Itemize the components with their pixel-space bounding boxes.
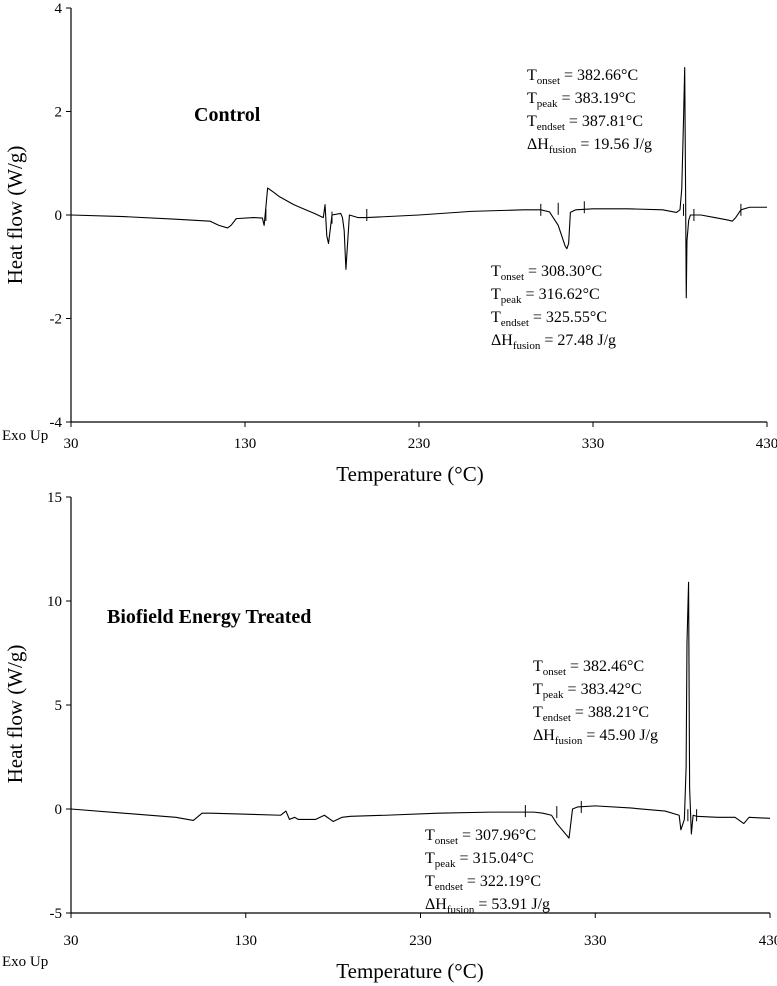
- y-axis-title: Heat flow (W/g): [3, 645, 27, 784]
- y-tick-label: 15: [47, 490, 62, 506]
- annotation-subscript: fusion: [549, 144, 577, 156]
- annotation-subscript: onset: [501, 271, 524, 283]
- y-axis-title: Heat flow (W/g): [3, 146, 27, 285]
- annotation-subscript: onset: [543, 666, 566, 678]
- chart-panel-2: 15 10 5 0 -530 130 230 330 430 Temperature (°C) He…: [2, 490, 777, 983]
- annotation-symbol: T: [533, 681, 543, 698]
- annotation-value: = 45.90 J/g: [582, 727, 658, 744]
- annotation-value: = 308.30°C: [524, 263, 602, 280]
- annotation-value: = 382.46°C: [566, 658, 644, 675]
- x-axis-title: Temperature (°C): [336, 959, 483, 983]
- panel-title: Biofield Energy Treated: [107, 606, 311, 628]
- y-tick-label: 2: [55, 105, 63, 121]
- y-tick-label: 0: [55, 802, 63, 818]
- y-tick-label: -2: [50, 312, 63, 328]
- annotation-value: = 19.56 J/g: [576, 136, 652, 153]
- annotation-symbol: ΔH: [533, 727, 555, 744]
- x-axis-title: Temperature (°C): [336, 462, 483, 486]
- annotation-line: Tonset = 382.66°C: [527, 67, 638, 87]
- annotation-subscript: fusion: [447, 904, 475, 916]
- x-tick-label: 130: [235, 933, 258, 949]
- annotation-symbol: T: [491, 309, 501, 326]
- x-tick-label: 330: [584, 933, 607, 949]
- annotation-symbol: T: [527, 113, 537, 130]
- annotation-symbol: ΔH: [491, 332, 513, 349]
- x-tick-label: 130: [234, 436, 257, 452]
- annotation-value: = 316.62°C: [522, 286, 600, 303]
- annotation-line: Tonset = 307.96°C: [425, 827, 536, 847]
- annotation-symbol: T: [425, 827, 435, 844]
- annotation-symbol: ΔH: [425, 896, 447, 913]
- annotation-subscript: peak: [537, 98, 558, 110]
- annotation-subscript: peak: [543, 689, 564, 701]
- y-tick-label: 10: [47, 594, 62, 610]
- x-tick-label: 230: [409, 933, 432, 949]
- annotation-value: = 383.42°C: [564, 681, 642, 698]
- annotation-symbol: T: [527, 67, 537, 84]
- annotation-subscript: fusion: [513, 340, 541, 352]
- annotation-value: = 387.81°C: [565, 113, 643, 130]
- annotation-value: = 315.04°C: [456, 850, 534, 867]
- annotation-line: Tpeak = 383.42°C: [533, 681, 642, 701]
- exo-up-label: Exo Up: [2, 428, 48, 444]
- annotation-subscript: peak: [501, 294, 522, 306]
- annotation-line: ΔHfusion = 45.90 J/g: [533, 727, 658, 747]
- annotation-symbol: T: [491, 286, 501, 303]
- annotation-line: Tonset = 382.46°C: [533, 658, 644, 678]
- exo-up-label: Exo Up: [2, 954, 48, 970]
- annotation-line: Tendset = 387.81°C: [527, 113, 643, 133]
- annotation-line: Tpeak = 316.62°C: [491, 286, 600, 306]
- y-tick-label: 0: [55, 208, 63, 224]
- annotation-line: Tendset = 322.19°C: [425, 873, 541, 893]
- annotation-value: = 307.96°C: [458, 827, 536, 844]
- annotation-subscript: peak: [435, 858, 456, 870]
- annotation-value: = 322.19°C: [463, 873, 541, 890]
- annotation-line: Tendset = 325.55°C: [491, 309, 607, 329]
- panel-title: Control: [194, 104, 261, 126]
- annotation-value: = 27.48 J/g: [540, 332, 616, 349]
- x-tick-label: 430: [756, 436, 777, 452]
- annotation-value: = 53.91 J/g: [474, 896, 550, 913]
- annotation-subscript: endset: [537, 121, 565, 133]
- heat-flow-series-line: [70, 581, 771, 839]
- annotation-symbol: T: [425, 873, 435, 890]
- y-tick-label: -5: [50, 906, 63, 922]
- annotation-symbol: ΔH: [527, 136, 549, 153]
- annotation-symbol: T: [491, 263, 501, 280]
- annotation-line: Tpeak = 383.19°C: [527, 90, 636, 110]
- annotation-subscript: fusion: [555, 735, 583, 747]
- annotation-line: ΔHfusion = 19.56 J/g: [527, 136, 652, 156]
- annotation-subscript: onset: [435, 835, 458, 847]
- annotation-line: ΔHfusion = 27.48 J/g: [491, 332, 616, 352]
- annotation-line: ΔHfusion = 53.91 J/g: [425, 896, 550, 916]
- annotation-subscript: endset: [435, 881, 463, 893]
- annotation-value: = 382.66°C: [560, 67, 638, 84]
- annotation-subscript: onset: [537, 75, 560, 87]
- x-tick-label: 30: [64, 436, 79, 452]
- annotation-line: Tendset = 388.21°C: [533, 704, 649, 724]
- heat-flow-series-line: [70, 66, 767, 299]
- annotation-value: = 383.19°C: [558, 90, 636, 107]
- x-tick-label: 330: [582, 436, 605, 452]
- annotation-symbol: T: [533, 658, 543, 675]
- annotation-value: = 388.21°C: [571, 704, 649, 721]
- annotation-subscript: endset: [543, 712, 571, 724]
- y-tick-label: -4: [50, 415, 63, 431]
- annotation-line: Tonset = 308.30°C: [491, 263, 602, 283]
- annotation-subscript: endset: [501, 317, 529, 329]
- x-tick-label: 30: [64, 933, 79, 949]
- y-tick-label: 5: [55, 698, 63, 714]
- chart-panel-1: 4 2 0 -2 -430 130 230 330 430 Temperature (°C) Hea…: [2, 1, 777, 486]
- annotation-value: = 325.55°C: [529, 309, 607, 326]
- annotation-symbol: T: [527, 90, 537, 107]
- x-tick-label: 230: [408, 436, 431, 452]
- x-tick-label: 430: [759, 933, 777, 949]
- annotation-symbol: T: [533, 704, 543, 721]
- annotation-line: Tpeak = 315.04°C: [425, 850, 534, 870]
- y-tick-label: 4: [55, 1, 63, 17]
- annotation-symbol: T: [425, 850, 435, 867]
